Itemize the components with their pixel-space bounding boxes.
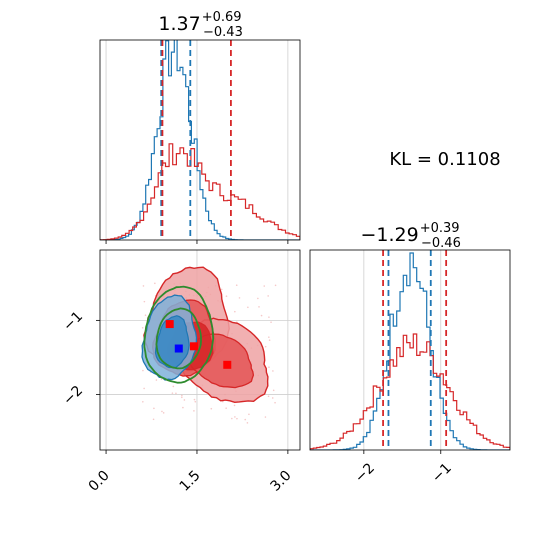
y-marginal-ticks: −2 −1 — [352, 450, 455, 486]
joint-scatter-point — [225, 407, 227, 409]
joint-x-tick-label: 3.0 — [268, 468, 295, 495]
green-contour-outer — [143, 285, 215, 384]
joint-scatter-point — [233, 404, 236, 407]
y-marginal-panel: −2 −1 −1.29+0.39 −0.46 — [309, 221, 511, 486]
joint-scatter-point — [143, 300, 146, 303]
joint-scatter-point — [234, 310, 236, 313]
joint-scatter-point — [182, 406, 184, 409]
y-marginal-title: −1.29+0.39 — [360, 221, 459, 246]
joint-scatter-point — [263, 285, 266, 287]
joint-scatter-point — [152, 418, 155, 421]
x-marginal-title: 1.37+0.69 — [158, 10, 241, 35]
joint-scatter-point — [258, 306, 260, 308]
joint-scatter-point — [268, 339, 271, 341]
joint-scatter-point — [268, 316, 270, 318]
joint-scatter-point — [171, 392, 174, 394]
joint-scatter-point — [225, 295, 228, 298]
joint-scatter-point — [194, 400, 197, 403]
joint-scatter-point — [267, 395, 270, 398]
joint-scatter-point — [172, 385, 175, 388]
joint-scatter-point — [244, 418, 247, 421]
x-marginal-title-sub: −0.43 — [203, 25, 243, 40]
joint-scatter-point — [247, 306, 249, 309]
joint-scatter-point — [231, 417, 233, 420]
joint-scatter-point — [193, 398, 196, 401]
joint-scatter-point — [274, 284, 277, 287]
x-marginal-ticks — [105, 240, 289, 244]
x-marginal-panel: 1.37+0.69 −0.43 — [99, 10, 301, 244]
joint-scatter-point — [143, 387, 145, 390]
joint-scatter-point — [183, 399, 186, 401]
blue-marker — [174, 344, 183, 353]
x-marginal-frame — [99, 39, 301, 241]
joint-scatter-point — [274, 401, 276, 404]
joint-scatter-point — [161, 410, 163, 413]
joint-scatter-point — [144, 314, 147, 317]
y-marginal-title-main: −1.29 — [360, 224, 418, 246]
joint-y-tick-label: −2 — [60, 383, 86, 409]
joint-x-tick-label: 0.0 — [86, 468, 113, 495]
joint-scatter-point — [162, 412, 165, 414]
red-marker — [189, 342, 198, 351]
joint-scatter-point — [154, 282, 156, 285]
joint-scatter-point — [257, 297, 259, 300]
joint-scatter-point — [260, 314, 263, 317]
joint-scatter-point — [153, 407, 155, 410]
joint-scatter-point — [155, 379, 158, 381]
joint-scatter-point — [236, 417, 238, 420]
joint-x-tick-label: 1.5 — [177, 468, 204, 495]
y-marginal-title-sup: +0.39 — [420, 221, 460, 236]
joint-scatter-point — [268, 366, 270, 368]
joint-scatter-point — [234, 416, 236, 418]
joint-scatter-point — [248, 413, 250, 416]
joint-scatter-point — [142, 369, 144, 372]
red-marker — [165, 320, 174, 329]
x-marginal-title-main: 1.37 — [158, 13, 200, 35]
joint-scatter-point — [246, 422, 249, 424]
joint-scatter-point — [267, 295, 269, 297]
joint-panel: 0.0 1.5 3.0 −2 −1 — [60, 249, 301, 495]
joint-contours — [141, 266, 277, 424]
y-marginal-tick-label: −2 — [352, 460, 378, 486]
x-marginal-red-histogram — [100, 143, 300, 240]
y-marginal-grid — [363, 250, 442, 450]
joint-scatter-point — [142, 400, 144, 403]
x-marginal-title-sup: +0.69 — [202, 10, 242, 25]
red-marker — [223, 360, 232, 369]
x-marginal-blue-histogram — [100, 40, 300, 240]
joint-scatter-point — [268, 336, 270, 338]
joint-scatter-point — [264, 416, 267, 418]
y-marginal-title-sub: −0.46 — [421, 236, 461, 251]
kl-annotation: KL = 0.1108 — [389, 149, 500, 170]
joint-scatter-point — [181, 396, 183, 399]
joint-scatter-point — [142, 285, 145, 287]
joint-scatter-point — [210, 407, 213, 410]
y-marginal-blue-histogram — [310, 252, 510, 450]
joint-scatter-point — [271, 397, 274, 399]
x-marginal-quantile-lines — [160, 40, 232, 240]
joint-scatter-point — [270, 321, 272, 323]
joint-scatter-point — [160, 378, 163, 381]
joint-scatter-point — [272, 389, 275, 392]
joint-scatter-point — [193, 410, 195, 412]
y-marginal-red-histogram — [310, 333, 510, 450]
joint-frame — [99, 249, 301, 451]
joint-scatter-point — [238, 297, 241, 299]
joint-scatter-point — [264, 345, 267, 348]
joint-scatter-point — [272, 370, 274, 372]
joint-scatter-point — [181, 394, 183, 397]
joint-scatter-point — [235, 284, 238, 287]
joint-scatter-point — [175, 392, 177, 395]
joint-scatter-point — [220, 288, 223, 291]
y-marginal-tick-label: −1 — [429, 460, 455, 486]
y-marginal-frame — [309, 249, 511, 451]
joint-y-tick-label: −1 — [60, 309, 86, 335]
joint-scatter-point — [141, 326, 144, 329]
green-contour-inner — [155, 307, 202, 370]
y-marginal-quantile-lines — [382, 250, 448, 450]
